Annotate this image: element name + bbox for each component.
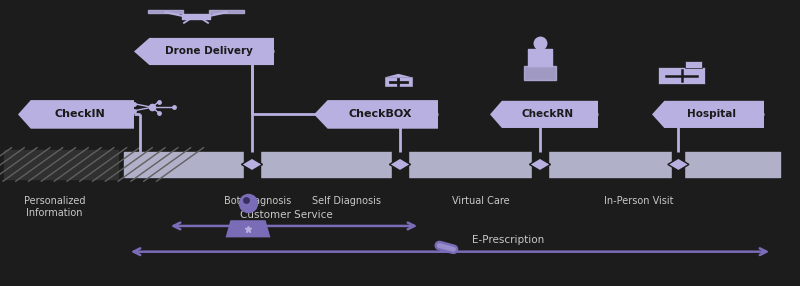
Text: Hospital: Hospital: [687, 110, 736, 119]
FancyBboxPatch shape: [658, 67, 706, 84]
FancyBboxPatch shape: [685, 61, 702, 68]
FancyBboxPatch shape: [384, 76, 413, 87]
Text: CheckRN: CheckRN: [522, 110, 574, 119]
Text: Self Diagnosis: Self Diagnosis: [312, 196, 381, 206]
Polygon shape: [18, 100, 134, 129]
Text: In-Person Visit: In-Person Visit: [604, 196, 674, 206]
Polygon shape: [390, 158, 410, 171]
Text: Virtual Care: Virtual Care: [452, 196, 510, 206]
Polygon shape: [226, 220, 270, 237]
Polygon shape: [668, 158, 689, 171]
Polygon shape: [652, 101, 764, 128]
Text: Customer Service: Customer Service: [240, 210, 333, 219]
Text: Personalized
Information: Personalized Information: [24, 196, 85, 218]
Text: E-Prescription: E-Prescription: [472, 235, 544, 245]
Polygon shape: [490, 101, 598, 128]
Polygon shape: [386, 74, 411, 77]
Polygon shape: [134, 38, 274, 65]
Text: Bot Diagnosis: Bot Diagnosis: [224, 196, 291, 206]
Polygon shape: [242, 158, 262, 171]
Polygon shape: [530, 158, 550, 171]
Text: Drone Delivery: Drone Delivery: [165, 47, 253, 56]
Text: CheckBOX: CheckBOX: [348, 110, 412, 119]
Polygon shape: [314, 100, 438, 129]
Text: CheckIN: CheckIN: [54, 110, 106, 119]
